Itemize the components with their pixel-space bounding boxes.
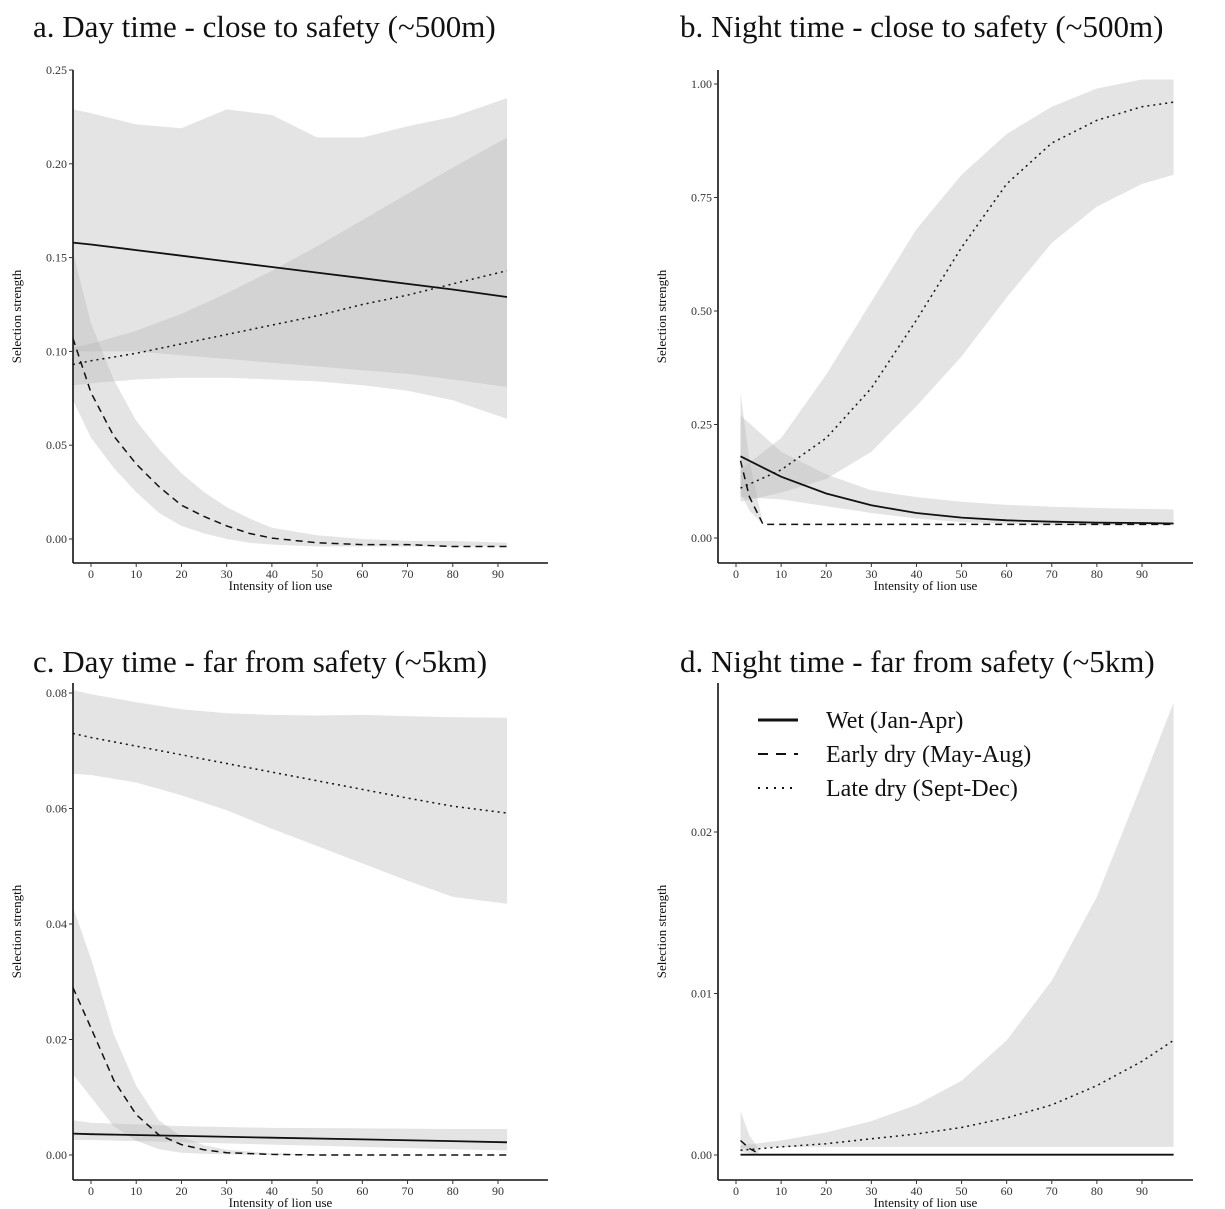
series-line [72, 338, 507, 548]
x-tick-label: 40 [266, 1184, 278, 1198]
x-axis-label: Intensity of lion use [874, 1195, 978, 1209]
panel-title: c. Day time - far from safety (~5km) [33, 644, 487, 679]
legend-label: Late dry (Sept-Dec) [826, 776, 1018, 802]
series-line [72, 987, 507, 1156]
x-tick-label: 80 [1091, 567, 1103, 581]
x-tick-label: 80 [1091, 1184, 1103, 1198]
y-tick-label: 0.01 [691, 987, 712, 1001]
x-tick-label: 80 [447, 567, 459, 581]
y-tick-label: 0.06 [46, 802, 67, 816]
x-tick-label: 90 [1136, 1184, 1148, 1198]
x-tick-label: 60 [1001, 567, 1013, 581]
series-line [740, 455, 1174, 525]
legend-label: Early dry (May-Aug) [826, 742, 1031, 768]
series-line [72, 1132, 508, 1144]
x-tick-label: 60 [356, 567, 368, 581]
ci-band [740, 79, 1174, 502]
y-tick-label: 1.00 [691, 77, 712, 91]
ci-band [740, 702, 1174, 1149]
x-tick-label: 30 [865, 567, 877, 581]
x-tick-label: 90 [1136, 567, 1148, 581]
x-tick-label: 0 [733, 567, 739, 581]
x-tick-label: 40 [266, 567, 278, 581]
panel-title: d. Night time - far from safety (~5km) [680, 644, 1155, 679]
x-tick-label: 60 [1001, 1184, 1013, 1198]
series-line [72, 269, 508, 366]
x-tick-label: 50 [956, 1184, 968, 1198]
y-axis-label: Selection strength [9, 884, 24, 978]
y-tick-label: 0.25 [691, 418, 712, 432]
y-axis-label: Selection strength [9, 269, 24, 363]
x-tick-label: 10 [130, 567, 142, 581]
ci-band [72, 1120, 508, 1151]
x-tick-label: 30 [221, 567, 233, 581]
y-tick-label: 0.02 [691, 825, 712, 839]
x-tick-label: 90 [492, 567, 504, 581]
ci-band [740, 415, 1174, 526]
x-tick-label: 30 [221, 1184, 233, 1198]
series-line [740, 1039, 1175, 1151]
x-tick-label: 0 [88, 567, 94, 581]
y-tick-label: 0.00 [46, 532, 67, 546]
x-tick-label: 70 [402, 1184, 414, 1198]
panel-d: d. Night time - far from safety (~5km) 0.… [654, 644, 1193, 1209]
series-line [740, 1139, 759, 1155]
panel-c: c. Day time - far from safety (~5km) 0.00… [9, 644, 548, 1209]
x-tick-label: 20 [175, 567, 187, 581]
x-tick-label: 0 [88, 1184, 94, 1198]
panel-a: a. Day time - close to safety (~500m) 0.0… [9, 9, 548, 593]
series-line [72, 732, 508, 814]
x-tick-label: 70 [1046, 1184, 1058, 1198]
x-tick-label: 70 [402, 567, 414, 581]
ci-band [72, 690, 508, 904]
y-tick-label: 0.25 [46, 63, 67, 77]
x-axis-label: Intensity of lion use [229, 1195, 333, 1209]
x-tick-label: 50 [956, 567, 968, 581]
x-tick-label: 40 [910, 567, 922, 581]
legend: Wet (Jan-Apr) Early dry (May-Aug) Late dry… [758, 708, 1031, 802]
y-axis-label: Selection strength [654, 884, 669, 978]
x-tick-label: 80 [447, 1184, 459, 1198]
x-tick-label: 10 [775, 1184, 787, 1198]
x-axis-label: Intensity of lion use [229, 578, 333, 593]
x-tick-label: 20 [175, 1184, 187, 1198]
x-tick-label: 60 [356, 1184, 368, 1198]
panel-b: b. Night time - close to safety (~500m) 0… [654, 9, 1193, 593]
y-tick-label: 0.04 [46, 917, 67, 931]
x-tick-label: 20 [820, 1184, 832, 1198]
x-tick-label: 50 [311, 567, 323, 581]
y-axis-label: Selection strength [654, 269, 669, 363]
y-tick-label: 0.00 [46, 1148, 67, 1162]
panel-title: a. Day time - close to safety (~500m) [33, 9, 496, 44]
x-tick-label: 70 [1046, 567, 1058, 581]
y-tick-label: 0.02 [46, 1033, 67, 1047]
x-tick-label: 20 [820, 567, 832, 581]
ci-band [72, 98, 508, 419]
y-tick-label: 0.00 [691, 531, 712, 545]
y-tick-label: 0.15 [46, 251, 67, 265]
y-tick-label: 0.05 [46, 438, 67, 452]
y-tick-label: 0.20 [46, 157, 67, 171]
y-tick-label: 0.50 [691, 304, 712, 318]
y-tick-label: 0.00 [691, 1148, 712, 1162]
x-axis-label: Intensity of lion use [874, 578, 978, 593]
panel-title: b. Night time - close to safety (~500m) [680, 9, 1163, 44]
ci-band [72, 137, 508, 387]
x-tick-label: 50 [311, 1184, 323, 1198]
ci-band [72, 906, 508, 1155]
series-line [72, 241, 508, 298]
y-tick-label: 0.75 [691, 191, 712, 205]
legend-label: Wet (Jan-Apr) [826, 708, 963, 734]
x-tick-label: 10 [775, 567, 787, 581]
x-tick-label: 40 [910, 1184, 922, 1198]
x-tick-label: 0 [733, 1184, 739, 1198]
x-tick-label: 30 [865, 1184, 877, 1198]
y-tick-label: 0.08 [46, 686, 67, 700]
x-tick-label: 10 [130, 1184, 142, 1198]
y-tick-label: 0.10 [46, 344, 67, 358]
x-tick-label: 90 [492, 1184, 504, 1198]
